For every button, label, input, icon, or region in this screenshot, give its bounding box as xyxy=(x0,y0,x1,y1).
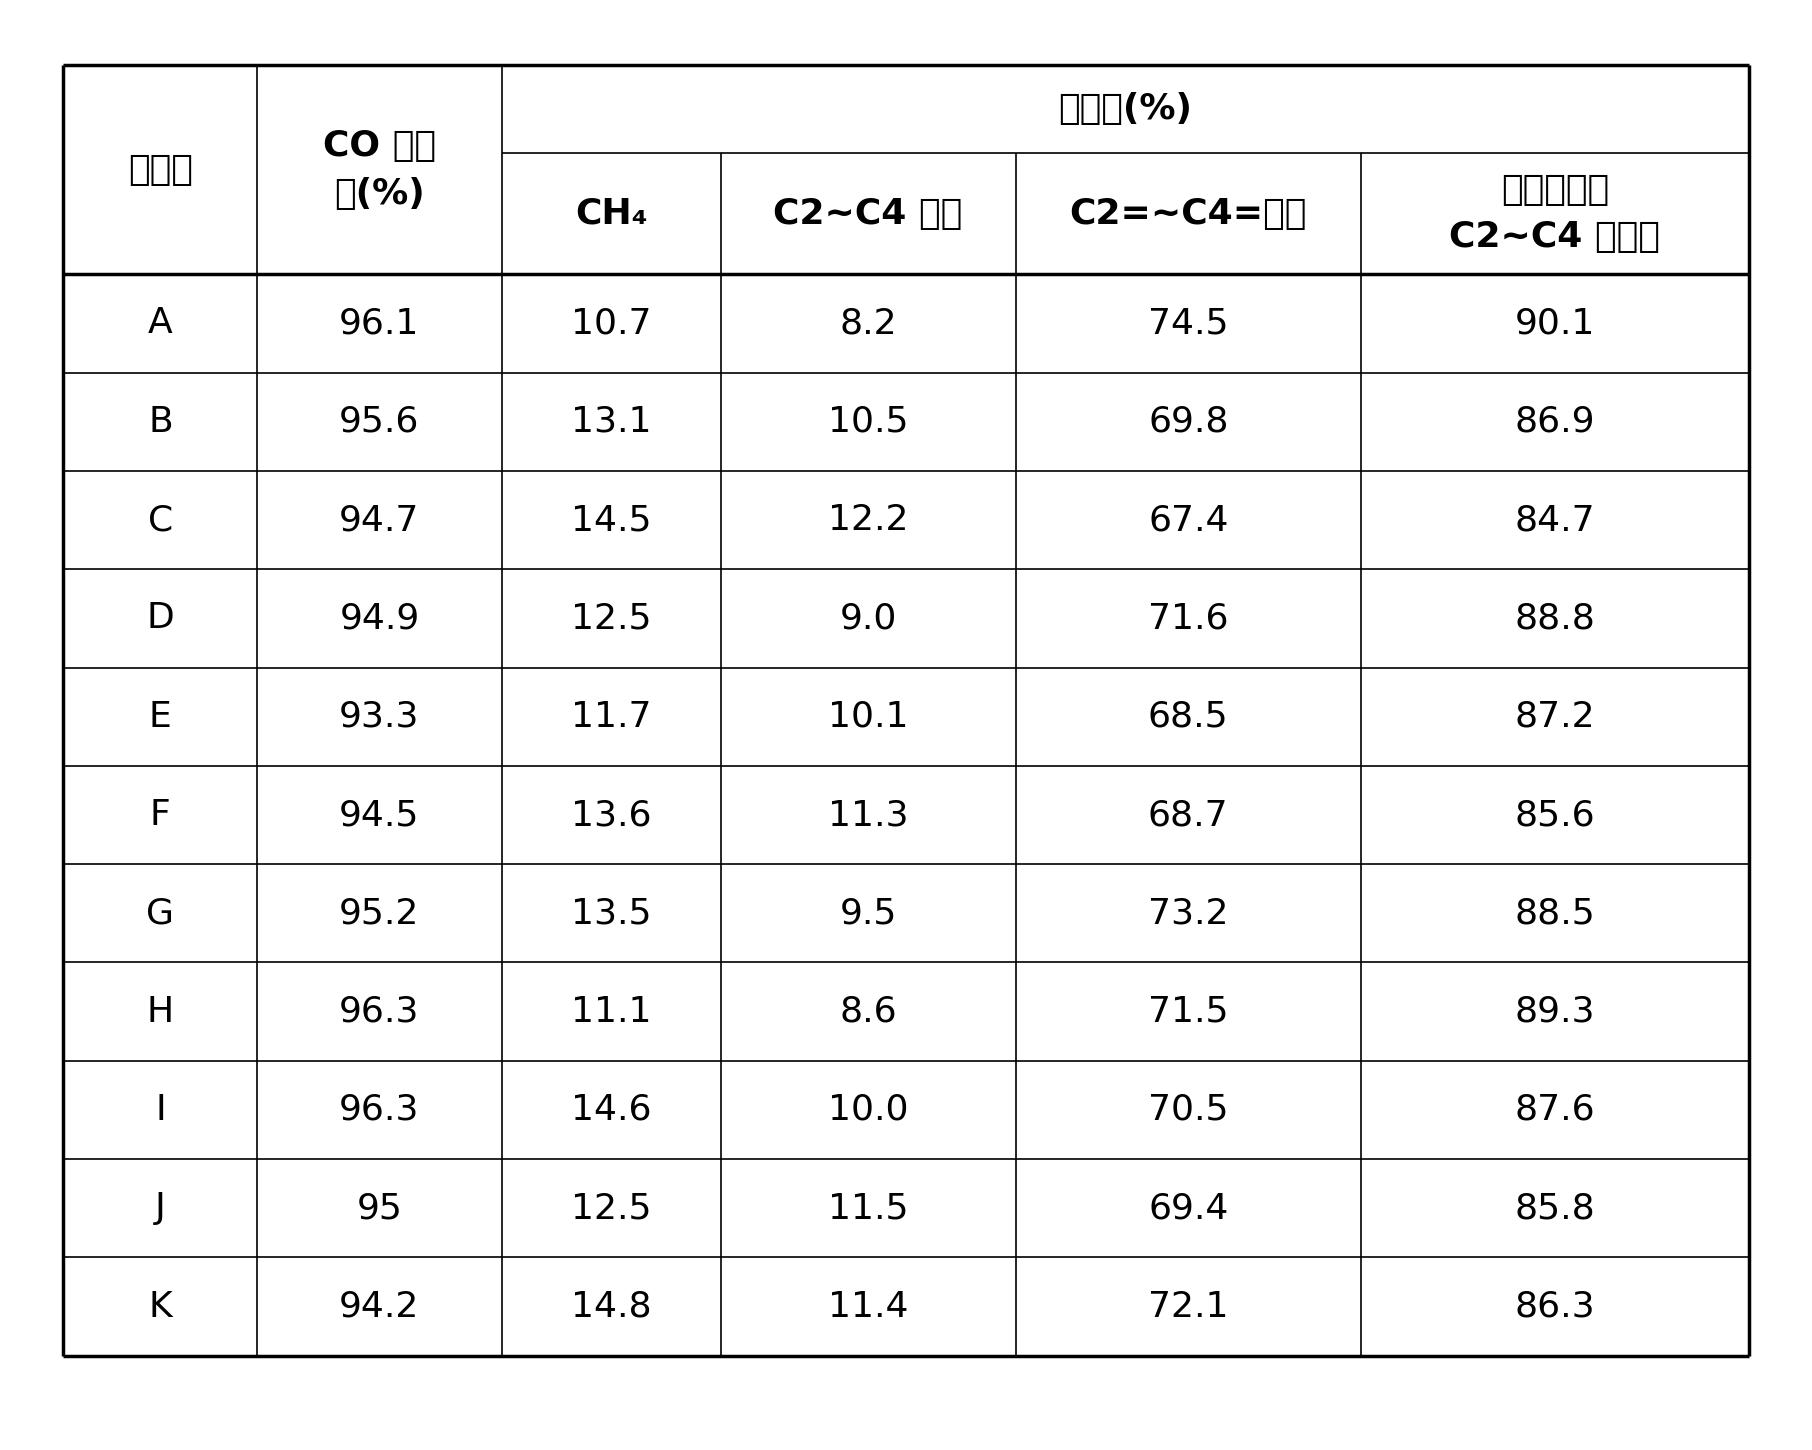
Text: 催化剑: 催化剑 xyxy=(129,152,192,187)
Text: 88.5: 88.5 xyxy=(1515,896,1595,931)
Text: CO 转化
率(%): CO 转化 率(%) xyxy=(323,129,437,210)
Text: 73.2: 73.2 xyxy=(1149,896,1229,931)
Text: 87.2: 87.2 xyxy=(1515,700,1595,734)
Text: 12.2: 12.2 xyxy=(828,503,908,536)
Text: 88.8: 88.8 xyxy=(1515,602,1595,635)
Text: 14.6: 14.6 xyxy=(571,1093,651,1127)
Text: 85.8: 85.8 xyxy=(1515,1192,1595,1225)
Text: 选择性(%): 选择性(%) xyxy=(1058,93,1192,126)
Text: 94.2: 94.2 xyxy=(339,1289,420,1324)
Text: 11.4: 11.4 xyxy=(828,1289,908,1324)
Text: 71.5: 71.5 xyxy=(1149,995,1229,1028)
Text: 86.9: 86.9 xyxy=(1515,405,1595,439)
Text: 8.6: 8.6 xyxy=(839,995,897,1028)
Text: 13.5: 13.5 xyxy=(571,896,651,931)
Text: 68.5: 68.5 xyxy=(1149,700,1229,734)
Text: 70.5: 70.5 xyxy=(1149,1093,1229,1127)
Text: K: K xyxy=(149,1289,172,1324)
Text: 10.5: 10.5 xyxy=(828,405,908,439)
Text: 9.0: 9.0 xyxy=(839,602,897,635)
Text: 11.5: 11.5 xyxy=(828,1192,908,1225)
Text: H: H xyxy=(147,995,174,1028)
Text: 94.7: 94.7 xyxy=(339,503,420,536)
Text: 11.3: 11.3 xyxy=(828,798,908,832)
Text: 85.6: 85.6 xyxy=(1515,798,1595,832)
Text: F: F xyxy=(150,798,170,832)
Text: 12.5: 12.5 xyxy=(571,602,651,635)
Text: 96.3: 96.3 xyxy=(339,1093,420,1127)
Text: J: J xyxy=(156,1192,165,1225)
Text: 74.5: 74.5 xyxy=(1149,306,1229,341)
Text: 11.7: 11.7 xyxy=(571,700,651,734)
Text: 9.5: 9.5 xyxy=(839,896,897,931)
Text: 10.1: 10.1 xyxy=(828,700,908,734)
Text: 96.1: 96.1 xyxy=(339,306,420,341)
Text: 96.3: 96.3 xyxy=(339,995,420,1028)
Text: 93.3: 93.3 xyxy=(339,700,420,734)
Text: 94.9: 94.9 xyxy=(339,602,420,635)
Text: 68.7: 68.7 xyxy=(1149,798,1229,832)
Text: A: A xyxy=(149,306,172,341)
Text: I: I xyxy=(156,1093,165,1127)
Text: 69.8: 69.8 xyxy=(1149,405,1229,439)
Text: 89.3: 89.3 xyxy=(1515,995,1595,1028)
Text: 14.5: 14.5 xyxy=(571,503,651,536)
Text: D: D xyxy=(147,602,174,635)
Text: 94.5: 94.5 xyxy=(339,798,420,832)
Text: 71.6: 71.6 xyxy=(1149,602,1229,635)
Text: 95.2: 95.2 xyxy=(339,896,420,931)
Text: 10.7: 10.7 xyxy=(571,306,651,341)
Text: 8.2: 8.2 xyxy=(839,306,897,341)
Text: 13.1: 13.1 xyxy=(571,405,651,439)
Text: 10.0: 10.0 xyxy=(828,1093,908,1127)
Text: E: E xyxy=(149,700,172,734)
Text: CH₄: CH₄ xyxy=(574,197,647,231)
Text: 14.8: 14.8 xyxy=(571,1289,651,1324)
Text: 95.6: 95.6 xyxy=(339,405,420,439)
Text: C2~C4 烷烃: C2~C4 烷烃 xyxy=(774,197,962,231)
Text: 86.3: 86.3 xyxy=(1515,1289,1595,1324)
Text: 87.6: 87.6 xyxy=(1515,1093,1595,1127)
Text: 90.1: 90.1 xyxy=(1515,306,1595,341)
Text: G: G xyxy=(147,896,174,931)
Text: 12.5: 12.5 xyxy=(571,1192,651,1225)
Text: B: B xyxy=(149,405,172,439)
Text: 11.1: 11.1 xyxy=(571,995,651,1028)
Text: C: C xyxy=(149,503,172,536)
Text: 69.4: 69.4 xyxy=(1149,1192,1229,1225)
Text: C2=~C4=烯烃: C2=~C4=烯烃 xyxy=(1069,197,1306,231)
Text: 低碳烯烃占
C2~C4 烃含量: 低碳烯烃占 C2~C4 烃含量 xyxy=(1450,173,1660,254)
Text: 72.1: 72.1 xyxy=(1149,1289,1229,1324)
Text: 95: 95 xyxy=(357,1192,402,1225)
Text: 13.6: 13.6 xyxy=(571,798,651,832)
Text: 67.4: 67.4 xyxy=(1149,503,1229,536)
Text: 84.7: 84.7 xyxy=(1515,503,1595,536)
